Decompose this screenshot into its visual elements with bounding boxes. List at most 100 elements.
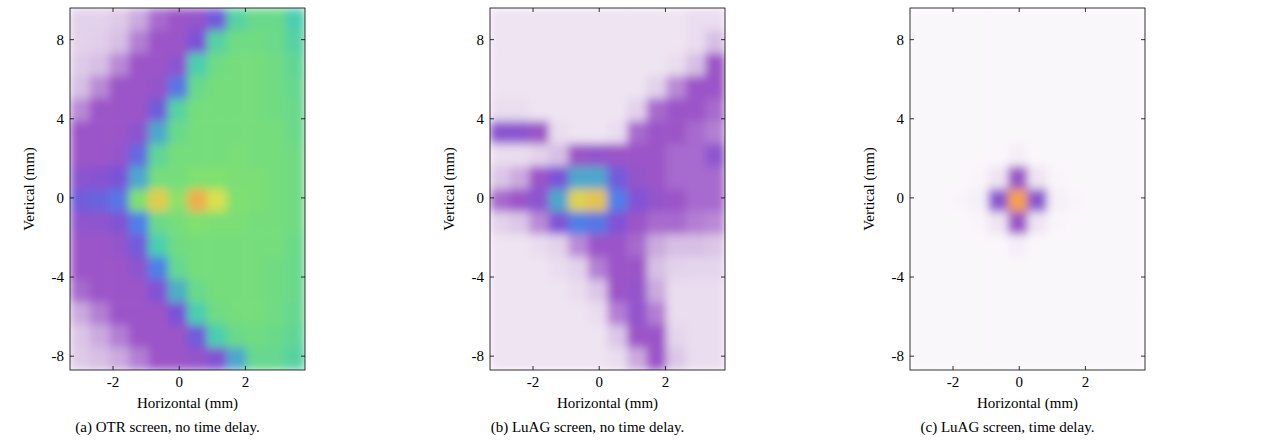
cell	[207, 302, 227, 325]
cell	[988, 144, 1008, 167]
x-axis-title: Horizontal (mm)	[137, 395, 238, 412]
cell	[930, 189, 950, 212]
cell	[627, 76, 647, 99]
cell	[549, 53, 569, 76]
cell	[109, 166, 129, 189]
cell	[285, 166, 305, 189]
cell	[608, 189, 628, 212]
cell	[1106, 212, 1126, 235]
x-tick	[665, 366, 666, 370]
cell	[266, 166, 286, 189]
cell	[930, 8, 950, 31]
cell	[90, 212, 110, 235]
cell	[988, 325, 1008, 348]
y-tick	[70, 118, 74, 119]
cell	[608, 166, 628, 189]
cell	[1067, 212, 1087, 235]
cell	[490, 189, 510, 212]
cell	[588, 302, 608, 325]
y-tick	[490, 197, 494, 198]
cell	[608, 53, 628, 76]
cell	[910, 325, 930, 348]
y-tick	[301, 118, 305, 119]
cell	[207, 325, 227, 348]
cell	[627, 302, 647, 325]
cell	[490, 144, 510, 167]
cell	[529, 302, 549, 325]
cell	[148, 8, 168, 31]
cell	[227, 144, 247, 167]
cell	[529, 144, 549, 167]
x-tick-label: -2	[527, 374, 540, 390]
y-tick-label: 0	[897, 190, 905, 206]
cell	[705, 8, 725, 31]
cell	[568, 121, 588, 144]
cell	[949, 144, 969, 167]
cell	[1086, 257, 1106, 280]
cell	[930, 166, 950, 189]
cell	[188, 347, 208, 370]
cell	[70, 347, 90, 370]
cell	[1086, 99, 1106, 122]
cell	[910, 144, 930, 167]
cell	[930, 76, 950, 99]
y-tick	[1141, 118, 1145, 119]
cell	[627, 347, 647, 370]
y-tick	[910, 39, 914, 40]
cell	[90, 144, 110, 167]
y-tick-label: -4	[52, 269, 65, 285]
cell	[266, 189, 286, 212]
cell	[568, 99, 588, 122]
cell	[148, 257, 168, 280]
cell	[988, 31, 1008, 54]
cell	[686, 144, 706, 167]
y-tick	[910, 277, 914, 278]
cell	[129, 144, 149, 167]
y-tick-label: 4	[477, 111, 485, 127]
cell	[588, 99, 608, 122]
cell	[285, 302, 305, 325]
cell	[1047, 31, 1067, 54]
cell	[1106, 31, 1126, 54]
cell	[246, 212, 266, 235]
cell	[969, 99, 989, 122]
cell	[168, 189, 188, 212]
cell	[266, 234, 286, 257]
cell	[129, 76, 149, 99]
cell	[188, 302, 208, 325]
cell	[1067, 302, 1087, 325]
cell	[246, 347, 266, 370]
cell	[188, 144, 208, 167]
cell	[969, 212, 989, 235]
cell	[910, 257, 930, 280]
cell	[227, 302, 247, 325]
x-tick	[113, 8, 114, 12]
x-tick	[1019, 366, 1020, 370]
cell	[686, 99, 706, 122]
cell	[129, 325, 149, 348]
caption: (c) LuAG screen, time delay.	[921, 419, 1095, 436]
y-tick-label: -4	[892, 269, 905, 285]
cell	[1047, 257, 1067, 280]
cell	[148, 99, 168, 122]
cell	[568, 325, 588, 348]
cell	[910, 53, 930, 76]
cell	[588, 53, 608, 76]
cell	[109, 121, 129, 144]
y-tick-label: 8	[57, 32, 65, 48]
cell	[969, 121, 989, 144]
x-tick	[179, 8, 180, 12]
cell	[285, 121, 305, 144]
cell	[490, 234, 510, 257]
cell	[1047, 76, 1067, 99]
cell	[207, 212, 227, 235]
cell	[529, 53, 549, 76]
cell	[529, 257, 549, 280]
cell	[490, 280, 510, 303]
cell	[1047, 8, 1067, 31]
cell	[1028, 76, 1048, 99]
cell	[1067, 280, 1087, 303]
cell	[969, 302, 989, 325]
cell	[910, 302, 930, 325]
cell	[647, 99, 667, 122]
